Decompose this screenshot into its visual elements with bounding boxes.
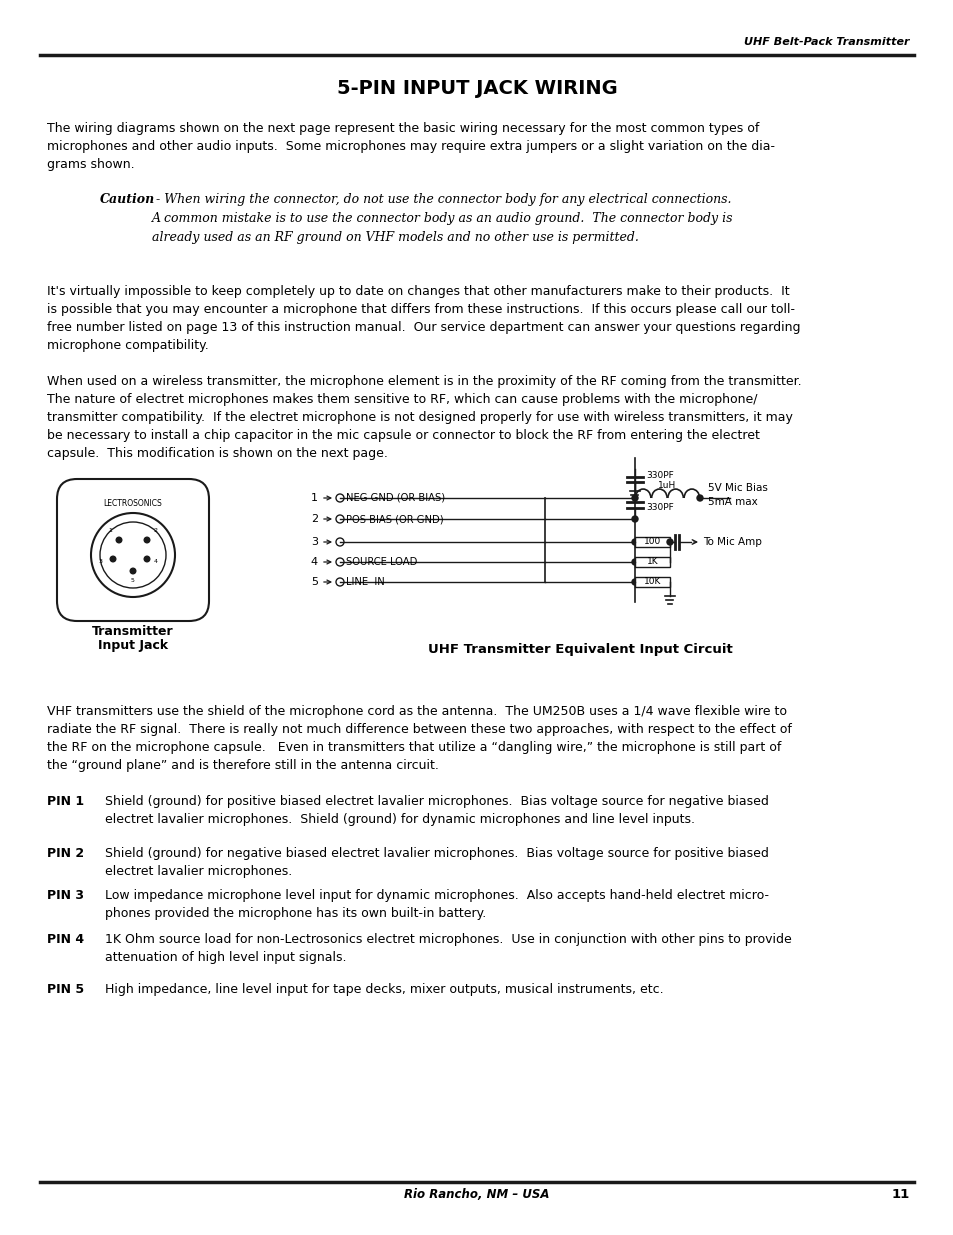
Text: Input Jack: Input Jack [98, 638, 168, 652]
Text: Caution: Caution [100, 193, 155, 206]
Circle shape [631, 495, 638, 501]
Text: 330PF: 330PF [645, 471, 673, 479]
Text: 5: 5 [311, 577, 317, 587]
Circle shape [144, 537, 150, 543]
Text: 3: 3 [99, 559, 103, 564]
Text: 330PF: 330PF [645, 504, 673, 513]
Circle shape [631, 516, 638, 522]
Text: 1uH: 1uH [658, 480, 676, 490]
Text: To Mic Amp: To Mic Amp [702, 537, 761, 547]
Text: 10K: 10K [643, 578, 660, 587]
Circle shape [335, 538, 344, 546]
Circle shape [130, 568, 135, 574]
Circle shape [631, 559, 638, 564]
Text: 5-PIN INPUT JACK WIRING: 5-PIN INPUT JACK WIRING [336, 79, 617, 98]
Circle shape [335, 494, 344, 501]
Circle shape [631, 538, 638, 545]
Text: Rio Rancho, NM – USA: Rio Rancho, NM – USA [404, 1188, 549, 1202]
FancyBboxPatch shape [57, 479, 209, 621]
Text: PIN 1: PIN 1 [47, 795, 84, 808]
Circle shape [144, 556, 150, 562]
Text: Shield (ground) for negative biased electret lavalier microphones.  Bias voltage: Shield (ground) for negative biased elec… [105, 847, 768, 878]
Text: 1K Ohm source load for non-Lectrosonics electret microphones.  Use in conjunctio: 1K Ohm source load for non-Lectrosonics … [105, 932, 791, 965]
Circle shape [335, 578, 344, 585]
Text: 5V Mic Bias
5mA max: 5V Mic Bias 5mA max [707, 483, 767, 506]
Text: 1: 1 [311, 493, 317, 503]
Text: High impedance, line level input for tape decks, mixer outputs, musical instrume: High impedance, line level input for tap… [105, 983, 663, 995]
Circle shape [697, 495, 702, 501]
Text: UHF Belt-Pack Transmitter: UHF Belt-Pack Transmitter [743, 37, 909, 47]
Text: SOURCE LOAD: SOURCE LOAD [346, 557, 416, 567]
Bar [635, 537, 669, 547]
Circle shape [116, 537, 122, 543]
Text: 4: 4 [153, 559, 157, 564]
Circle shape [666, 538, 672, 545]
Circle shape [111, 556, 115, 562]
Text: It's virtually impossible to keep completely up to date on changes that other ma: It's virtually impossible to keep comple… [47, 285, 800, 352]
Text: Low impedance microphone level input for dynamic microphones.  Also accepts hand: Low impedance microphone level input for… [105, 889, 768, 920]
Text: 4: 4 [311, 557, 317, 567]
Text: LECTROSONICS: LECTROSONICS [104, 499, 162, 508]
Circle shape [335, 515, 344, 522]
Text: UHF Transmitter Equivalent Input Circuit: UHF Transmitter Equivalent Input Circuit [427, 643, 732, 656]
Circle shape [335, 558, 344, 566]
Text: The wiring diagrams shown on the next page represent the basic wiring necessary : The wiring diagrams shown on the next pa… [47, 122, 774, 170]
Text: POS BIAS (OR GND): POS BIAS (OR GND) [346, 514, 443, 524]
Text: 1: 1 [109, 529, 112, 534]
Text: PIN 3: PIN 3 [47, 889, 84, 902]
Bar [635, 577, 669, 587]
Text: - When wiring the connector, do not use the connector body for any electrical co: - When wiring the connector, do not use … [152, 193, 733, 245]
Text: Shield (ground) for positive biased electret lavalier microphones.  Bias voltage: Shield (ground) for positive biased elec… [105, 795, 768, 826]
Text: 5: 5 [131, 578, 134, 583]
Text: When used on a wireless transmitter, the microphone element is in the proximity : When used on a wireless transmitter, the… [47, 375, 801, 459]
Text: 100: 100 [643, 537, 660, 547]
Text: PIN 2: PIN 2 [47, 847, 84, 860]
Text: PIN 5: PIN 5 [47, 983, 84, 995]
Text: Transmitter: Transmitter [92, 625, 173, 638]
Circle shape [631, 579, 638, 585]
Text: LINE  IN: LINE IN [346, 577, 384, 587]
Bar [635, 557, 669, 567]
Text: 11: 11 [891, 1188, 909, 1202]
Text: 2: 2 [153, 529, 157, 534]
Text: PIN 4: PIN 4 [47, 932, 84, 946]
Text: 3: 3 [311, 537, 317, 547]
Text: 1K: 1K [646, 557, 658, 567]
Text: VHF transmitters use the shield of the microphone cord as the antenna.  The UM25: VHF transmitters use the shield of the m… [47, 705, 791, 772]
Text: 2: 2 [311, 514, 317, 524]
Text: NEG GND (OR BIAS): NEG GND (OR BIAS) [346, 493, 445, 503]
